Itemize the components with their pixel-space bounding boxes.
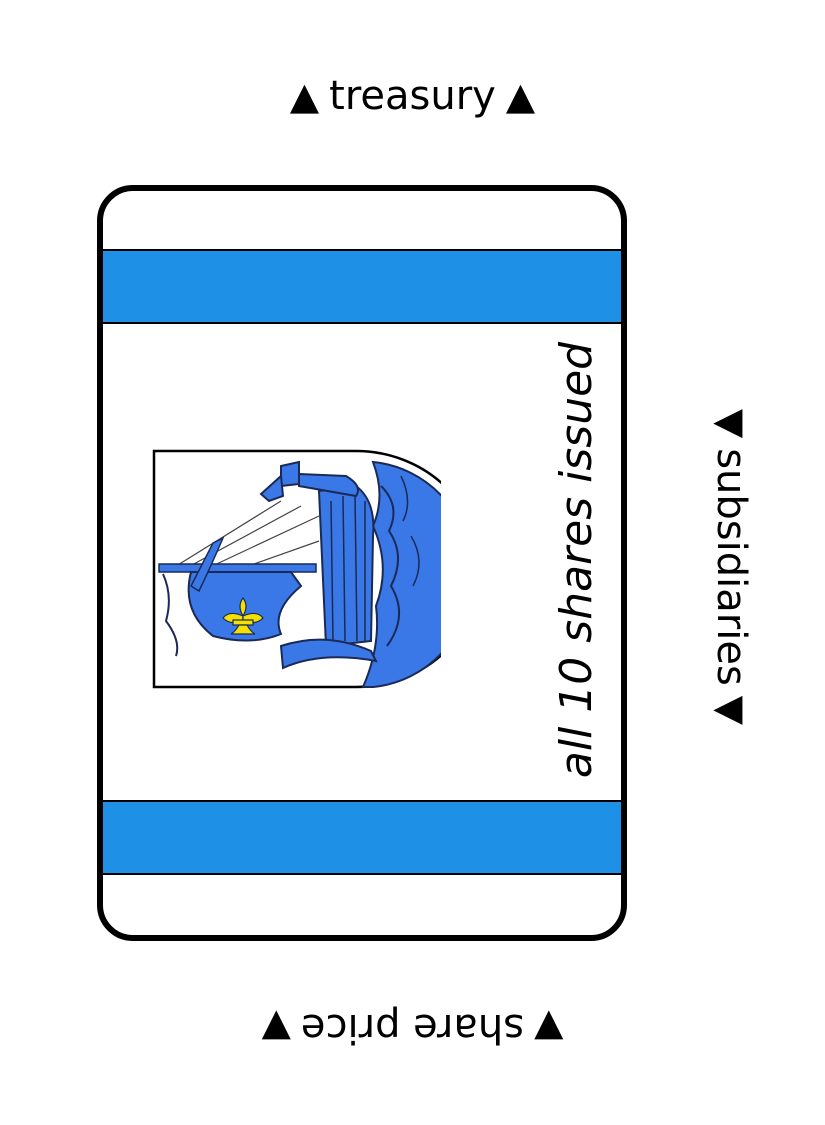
shares-issued-text: all 10 shares issued <box>551 341 602 779</box>
down-triangle-icon: ▼ <box>709 695 753 726</box>
subsidiaries-label: subsidiaries <box>708 448 754 686</box>
up-triangle-icon: ▲ <box>505 74 536 118</box>
down-triangle-icon: ▼ <box>709 408 753 439</box>
down-triangle-icon: ▼ <box>261 1006 291 1050</box>
down-triangle-icon: ▼ <box>534 1006 564 1050</box>
edge-label-treasury: ▲ treasury ▲ <box>0 76 825 116</box>
up-triangle-icon: ▲ <box>289 74 320 118</box>
share-card[interactable]: all 10 shares issued <box>97 185 627 941</box>
ship-harbor-emblem-icon <box>152 449 441 689</box>
share-price-label: share price <box>300 1005 525 1051</box>
edge-label-share-price: ▼ share price ▼ <box>0 1005 825 1051</box>
card-stripe-bottom <box>103 800 621 875</box>
card-stripe-top <box>103 249 621 324</box>
treasury-label: treasury <box>329 73 496 119</box>
